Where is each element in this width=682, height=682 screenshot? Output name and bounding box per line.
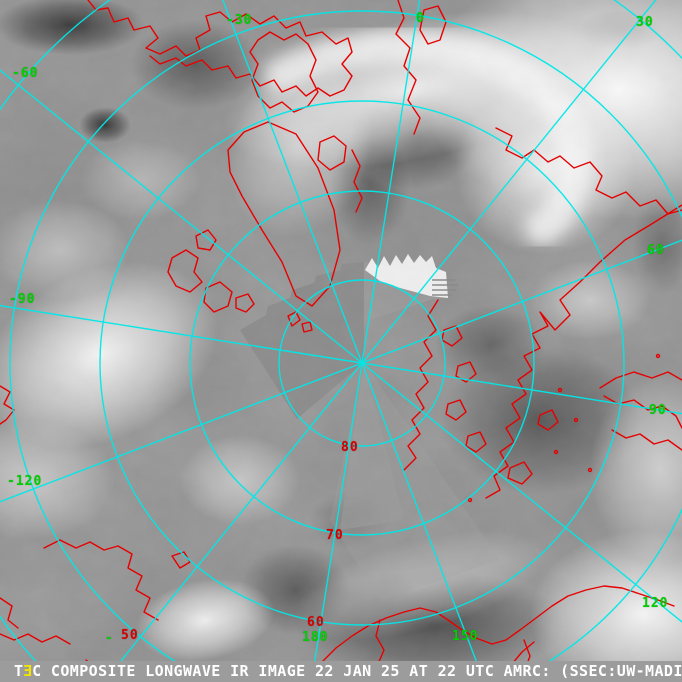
caption-bar: T Ǝ C COMPOSITE LONGWAVE IR IMAGE 22 JAN… <box>0 661 682 682</box>
caption-prefix: T <box>14 662 24 680</box>
caption-text: C COMPOSITE LONGWAVE IR IMAGE 22 JAN 25 … <box>32 662 682 680</box>
caption-marker-glyph: Ǝ <box>23 662 33 680</box>
